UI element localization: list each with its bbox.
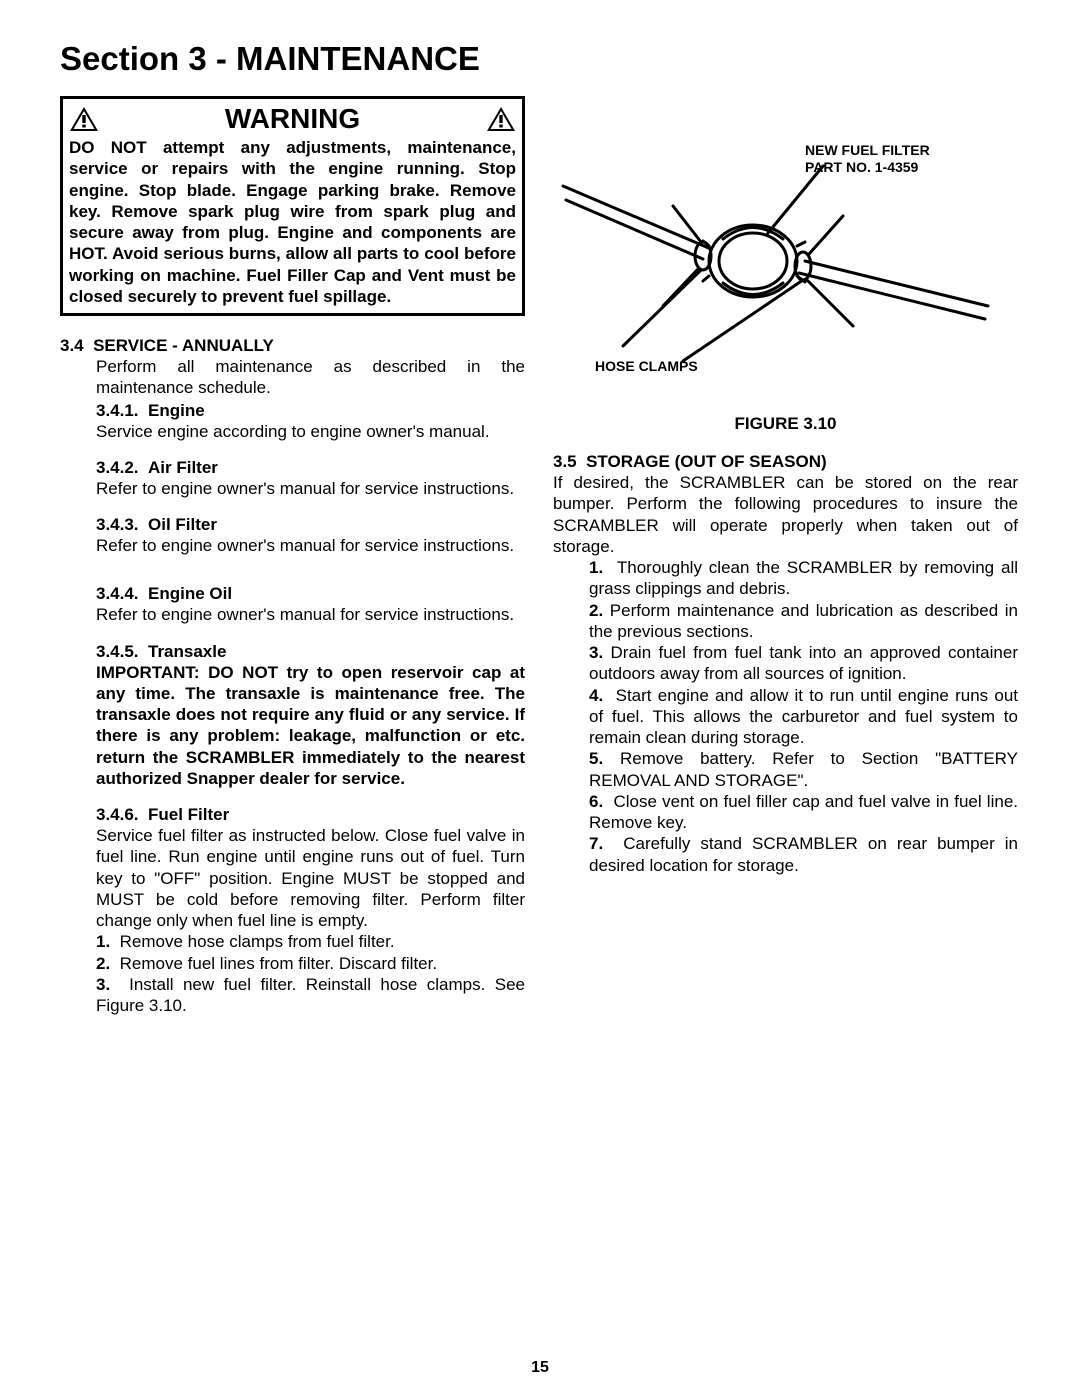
fuel-step-3-text: Install new fuel filter. Reinstall hose … <box>96 975 525 1015</box>
item-num: 3.4.1. <box>96 401 139 420</box>
item-3-4-2-body: Refer to engine owner's manual for servi… <box>96 478 525 499</box>
subsection-3-5-intro: If desired, the SCRAMBLER can be stored … <box>553 472 1018 557</box>
subsection-3-4: 3.4 SERVICE - ANNUALLY Perform all maint… <box>60 336 525 442</box>
figure-label-filter-l2: PART NO. 1-4359 <box>805 159 918 175</box>
warning-header: WARNING <box>69 103 516 135</box>
storage-step-3-text: Drain fuel from fuel tank into an approv… <box>589 643 1018 683</box>
item-title: Air Filter <box>148 458 218 477</box>
item-3-4-3-header: 3.4.3. Oil Filter <box>96 515 525 535</box>
storage-step-1-text: Thoroughly clean the SCRAMBLER by removi… <box>589 558 1018 598</box>
fuel-step-2-text: Remove fuel lines from filter. Discard f… <box>120 954 437 973</box>
warning-body: DO NOT attempt any adjustments, maintena… <box>69 137 516 307</box>
storage-step-5-text: Remove battery. Refer to Section "BATTER… <box>589 749 1018 789</box>
item-3-4-6: 3.4.6. Fuel Filter Service fuel filter a… <box>96 805 525 1016</box>
storage-steps: 1. Thoroughly clean the SCRAMBLER by rem… <box>589 557 1018 876</box>
figure-3-10: NEW FUEL FILTER PART NO. 1-4359 HOSE CLA… <box>553 106 1018 434</box>
item-3-4-5-header: 3.4.5. Transaxle <box>96 642 525 662</box>
subsection-3-4-header: 3.4 SERVICE - ANNUALLY <box>60 336 525 356</box>
storage-step-4-text: Start engine and allow it to run until e… <box>589 686 1018 748</box>
two-column-layout: WARNING DO NOT attempt any adjustments, … <box>60 96 1020 1016</box>
warning-box: WARNING DO NOT attempt any adjustments, … <box>60 96 525 316</box>
item-3-4-3: 3.4.3. Oil Filter Refer to engine owner'… <box>96 515 525 556</box>
warning-triangle-left-icon <box>69 106 99 132</box>
subsection-title: STORAGE (OUT OF SEASON) <box>586 452 827 471</box>
figure-label-filter-l1: NEW FUEL FILTER <box>805 142 930 158</box>
item-3-4-5: 3.4.5. Transaxle IMPORTANT: DO NOT try t… <box>96 642 525 790</box>
subsection-num: 3.4 <box>60 336 84 356</box>
storage-step-2: 2. Perform maintenance and lubrication a… <box>589 600 1018 643</box>
figure-label-filter: NEW FUEL FILTER PART NO. 1-4359 <box>805 142 930 176</box>
subsection-3-4-intro: Perform all maintenance as described in … <box>96 356 525 399</box>
item-title: Engine <box>148 401 205 420</box>
fuel-step-1-text: Remove hose clamps from fuel filter. <box>120 932 395 951</box>
subsection-num: 3.5 <box>553 452 577 472</box>
fuel-step-3: 3. Install new fuel filter. Reinstall ho… <box>96 974 525 1017</box>
figure-label-clamps: HOSE CLAMPS <box>595 358 698 375</box>
right-column: NEW FUEL FILTER PART NO. 1-4359 HOSE CLA… <box>553 96 1018 1016</box>
fuel-step-1: 1. Remove hose clamps from fuel filter. <box>96 931 525 952</box>
left-column: WARNING DO NOT attempt any adjustments, … <box>60 96 525 1016</box>
item-num: 3.4.3. <box>96 515 139 534</box>
warning-title: WARNING <box>99 103 486 135</box>
item-title: Oil Filter <box>148 515 217 534</box>
item-num: 3.4.2. <box>96 458 139 477</box>
item-3-4-2: 3.4.2. Air Filter Refer to engine owner'… <box>96 458 525 499</box>
item-3-4-3-body: Refer to engine owner's manual for servi… <box>96 535 525 556</box>
item-num: 3.4.5. <box>96 642 139 661</box>
item-3-4-4-body: Refer to engine owner's manual for servi… <box>96 604 525 625</box>
item-3-4-2-header: 3.4.2. Air Filter <box>96 458 525 478</box>
figure-caption: FIGURE 3.10 <box>553 414 1018 434</box>
storage-step-2-text: Perform maintenance and lubrication as d… <box>589 601 1018 641</box>
storage-step-4: 4. Start engine and allow it to run unti… <box>589 685 1018 749</box>
storage-step-5: 5. Remove battery. Refer to Section "BAT… <box>589 748 1018 791</box>
item-title: Fuel Filter <box>148 805 229 824</box>
item-3-4-1-body: Service engine according to engine owner… <box>96 421 525 442</box>
item-num: 3.4.6. <box>96 805 139 824</box>
storage-step-6-text: Close vent on fuel filler cap and fuel v… <box>589 792 1018 832</box>
subsection-3-5: 3.5 STORAGE (OUT OF SEASON) If desired, … <box>553 452 1018 876</box>
item-3-4-1-header: 3.4.1. Engine <box>96 401 525 421</box>
storage-step-3: 3. Drain fuel from fuel tank into an app… <box>589 642 1018 685</box>
subsection-3-5-header: 3.5 STORAGE (OUT OF SEASON) <box>553 452 1018 472</box>
storage-step-7: 7. Carefully stand SCRAMBLER on rear bum… <box>589 833 1018 876</box>
fuel-step-2: 2. Remove fuel lines from filter. Discar… <box>96 953 525 974</box>
storage-step-6: 6. Close vent on fuel filler cap and fue… <box>589 791 1018 834</box>
item-3-4-4-header: 3.4.4. Engine Oil <box>96 584 525 604</box>
item-num: 3.4.4. <box>96 584 139 603</box>
storage-step-7-text: Carefully stand SCRAMBLER on rear bumper… <box>589 834 1018 874</box>
section-title: Section 3 - MAINTENANCE <box>60 40 1020 78</box>
storage-step-1: 1. Thoroughly clean the SCRAMBLER by rem… <box>589 557 1018 600</box>
item-title: Engine Oil <box>148 584 232 603</box>
item-3-4-5-body: IMPORTANT: DO NOT try to open reservoir … <box>96 662 525 790</box>
warning-triangle-right-icon <box>486 106 516 132</box>
item-title: Transaxle <box>148 642 226 661</box>
subsection-title: SERVICE - ANNUALLY <box>93 336 274 355</box>
item-3-4-6-body: Service fuel filter as instructed below.… <box>96 825 525 931</box>
item-3-4-4: 3.4.4. Engine Oil Refer to engine owner'… <box>96 584 525 625</box>
item-3-4-6-header: 3.4.6. Fuel Filter <box>96 805 525 825</box>
page-number: 15 <box>0 1359 1080 1377</box>
